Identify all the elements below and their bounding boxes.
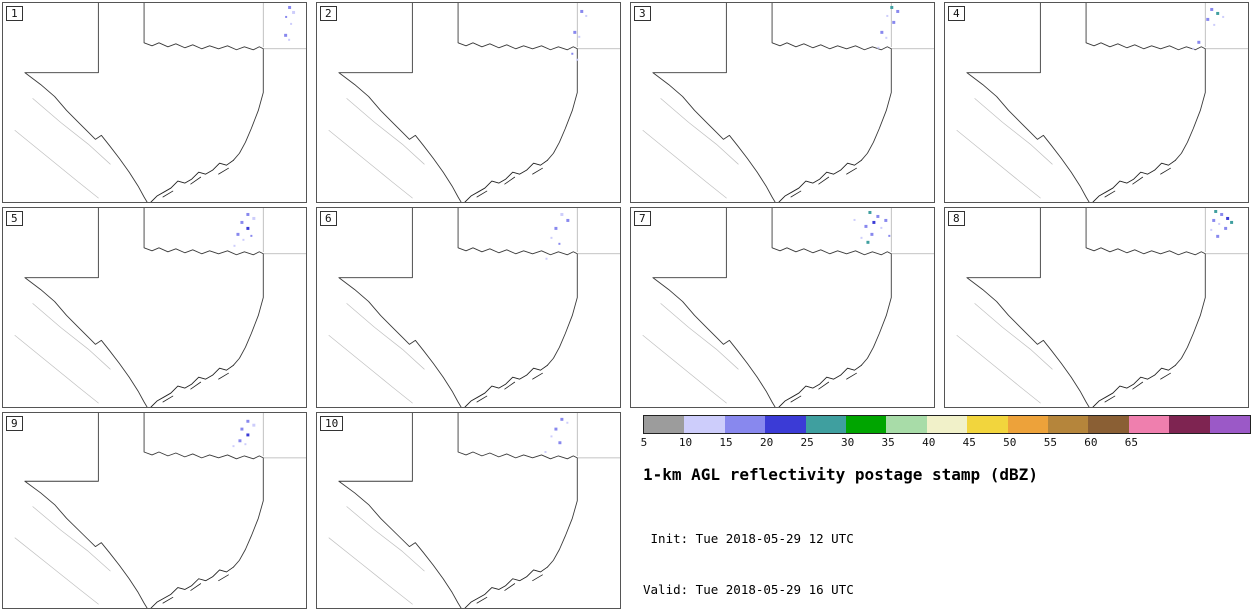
panel-number: 7	[634, 211, 651, 226]
panel-map	[642, 3, 934, 202]
colorbar-tick-label: 20	[759, 436, 774, 449]
panel-map	[14, 208, 306, 407]
panel-map	[328, 208, 620, 407]
panel-number: 5	[6, 211, 23, 226]
radar-echoes	[853, 210, 891, 244]
panel: 1	[2, 2, 307, 203]
radar-echoes	[284, 5, 296, 41]
colorbar-segment	[967, 416, 1008, 433]
panel: 7	[630, 207, 935, 408]
colorbar-tick-label: 15	[719, 436, 733, 449]
colorbar-segment	[926, 416, 968, 433]
panel: 2	[316, 2, 621, 203]
radar-echoes	[233, 212, 256, 247]
panel: 9	[2, 412, 307, 609]
panel-number: 9	[6, 416, 23, 431]
panel-map	[642, 208, 934, 407]
colorbar-segment	[1088, 416, 1129, 433]
panel-number: 1	[6, 6, 23, 21]
panel-map	[956, 3, 1248, 202]
legend: 5 10 15 20 25 30 35 40 45 50 55 60 65 1-km AGL refle…	[632, 412, 1251, 610]
colorbar-tick-label: 40	[922, 436, 936, 449]
colorbar-tick-label: 55	[1043, 436, 1057, 449]
panel-map	[328, 3, 620, 202]
panel-number: 8	[948, 211, 965, 226]
colorbar-tick-label: 35	[881, 436, 895, 449]
colorbar	[643, 415, 1251, 434]
colorbar-segment	[846, 416, 887, 433]
panel: 8	[944, 207, 1249, 408]
radar-echoes	[232, 419, 256, 448]
panel-map	[328, 413, 620, 608]
init-time: Init: Tue 2018-05-29 12 UTC	[643, 531, 854, 546]
panel: 6	[316, 207, 621, 408]
radar-echoes	[877, 5, 900, 49]
colorbar-segment	[724, 416, 766, 433]
panel-number: 6	[320, 211, 337, 226]
colorbar-segment	[684, 416, 725, 433]
panel: 4	[944, 2, 1249, 203]
time-info: Init: Tue 2018-05-29 12 UTC Valid: Tue 2…	[643, 496, 1250, 610]
panel: 3	[630, 2, 935, 203]
colorbar-segment	[765, 416, 806, 433]
colorbar-tick-label: 30	[841, 436, 855, 449]
colorbar-segment	[1128, 416, 1170, 433]
colorbar-segment	[644, 416, 685, 433]
panel: 5	[2, 207, 307, 408]
colorbar-segment	[805, 416, 847, 433]
panel-map	[956, 208, 1248, 407]
panel-number: 3	[634, 6, 651, 21]
colorbar-tick-label: 65	[1124, 436, 1139, 449]
colorbar-ticks: 5 10 15 20 25 30 35 40 45 50 55 60 65	[640, 434, 1251, 449]
colorbar-segment	[1007, 416, 1049, 433]
panel-number: 10	[320, 416, 344, 431]
radar-echoes	[1210, 209, 1234, 238]
panel: 10	[316, 412, 621, 609]
panel-number: 4	[948, 6, 965, 21]
legend-title: 1-km AGL reflectivity postage stamp (dBZ…	[643, 465, 1038, 484]
radar-echoes	[544, 417, 569, 453]
panel-map	[14, 3, 306, 202]
colorbar-tick-label: 45	[962, 436, 976, 449]
radar-echoes	[1192, 7, 1225, 50]
colorbar-tick-label: 5	[640, 436, 648, 449]
colorbar-segment	[1169, 416, 1210, 433]
radar-echoes	[545, 212, 570, 260]
colorbar-tick-label: 60	[1084, 436, 1098, 449]
valid-time: Valid: Tue 2018-05-29 16 UTC	[643, 582, 854, 597]
colorbar-tick-label: 10	[678, 436, 693, 449]
panel-map	[14, 413, 306, 608]
panel-number: 2	[320, 6, 337, 21]
colorbar-segment	[1209, 416, 1251, 433]
colorbar-segment	[886, 416, 927, 433]
colorbar-tick-label: 25	[800, 436, 814, 449]
colorbar-tick-label: 50	[1003, 436, 1017, 449]
colorbar-segment	[1048, 416, 1089, 433]
radar-echoes	[571, 9, 588, 61]
